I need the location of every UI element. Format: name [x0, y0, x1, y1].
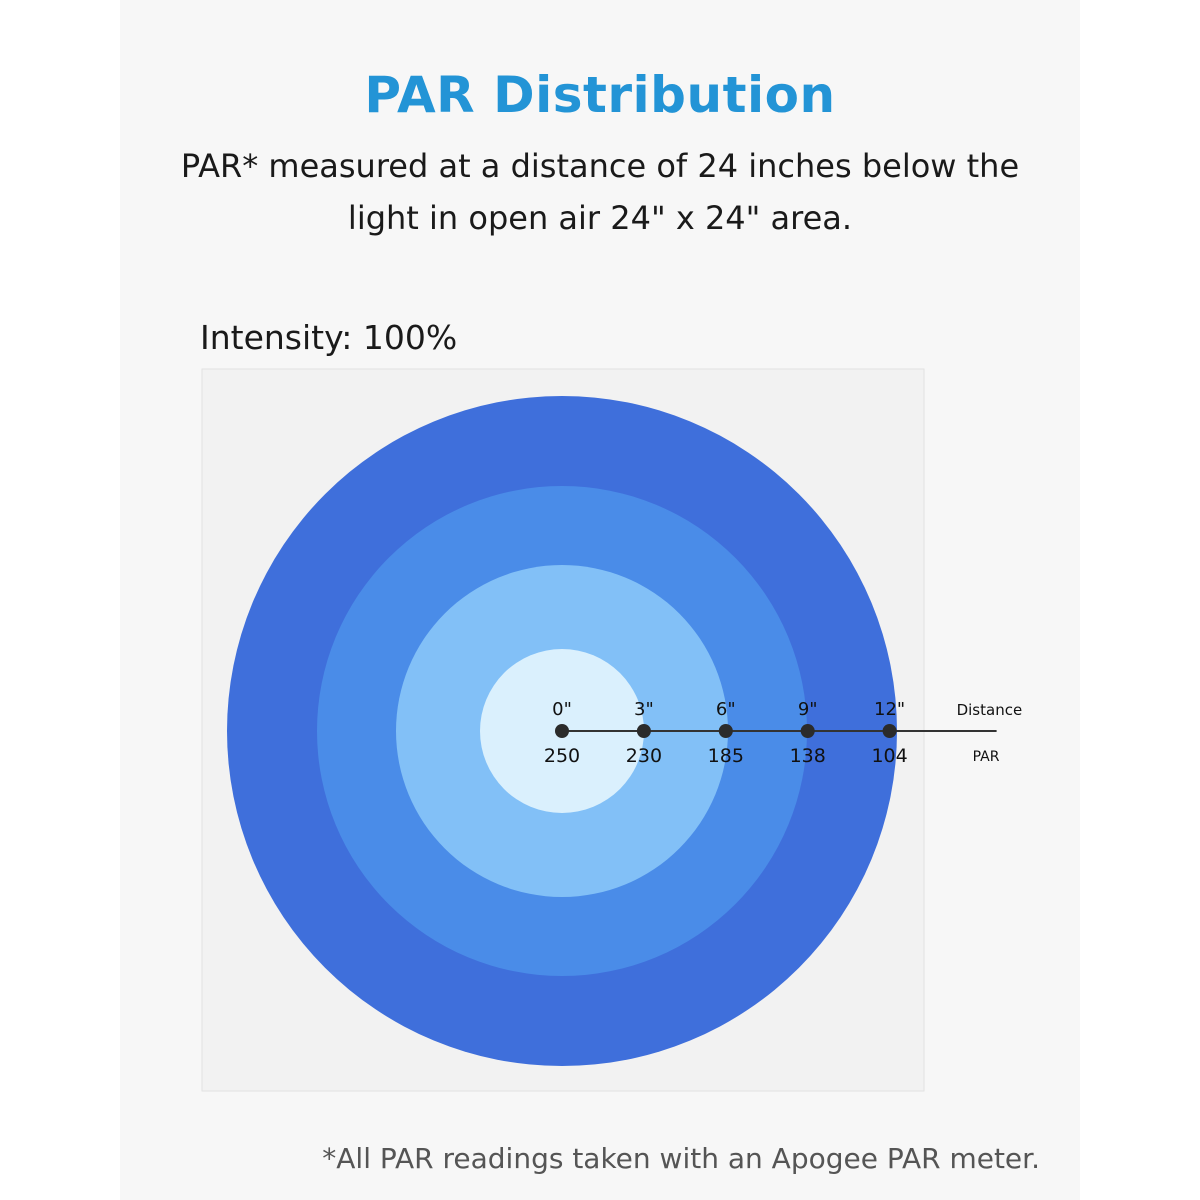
distance-tick-label: 3"	[634, 699, 654, 720]
distance-tick-label: 9"	[798, 699, 818, 720]
par-value-label: 250	[544, 745, 580, 767]
data-point	[555, 724, 569, 738]
par-value-label: 104	[871, 745, 907, 767]
par-value-label: 138	[790, 745, 826, 767]
distance-tick-label: 12"	[874, 699, 905, 720]
page-title: PAR Distribution	[364, 66, 836, 124]
distance-tick-label: 6"	[716, 699, 736, 720]
subtitle-line-1: PAR* measured at a distance of 24 inches…	[180, 147, 1020, 185]
par-axis-label: PAR	[973, 749, 1000, 765]
intensity-label: Intensity: 100%	[200, 318, 458, 357]
subtitle-line-2: light in open air 24" x 24" area.	[347, 199, 853, 237]
data-point	[636, 724, 651, 738]
par-value-label: 230	[626, 745, 662, 767]
distance-tick-label: 0"	[552, 699, 572, 720]
page-subtitle: PAR* measured at a distance of 24 inches…	[160, 140, 1040, 244]
data-point	[882, 724, 897, 738]
data-point	[718, 724, 733, 738]
footnote: *All PAR readings taken with an Apogee P…	[322, 1142, 1040, 1175]
data-point	[800, 724, 815, 738]
distance-axis-label: Distance	[957, 701, 1023, 719]
par-value-label: 185	[708, 745, 744, 767]
